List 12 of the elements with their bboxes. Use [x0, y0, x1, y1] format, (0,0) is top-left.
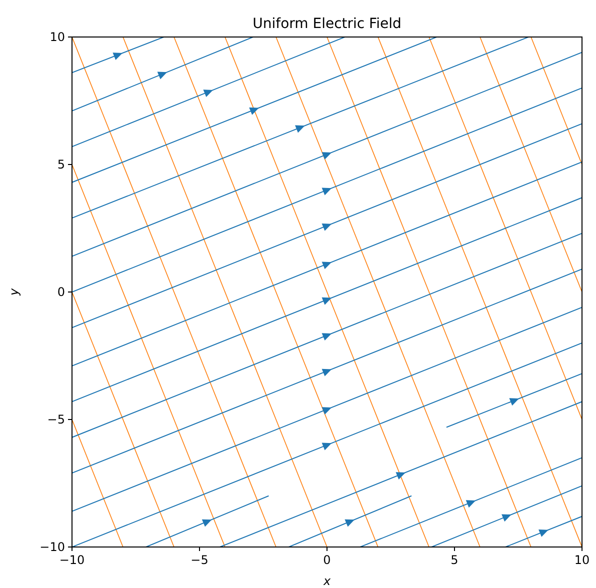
y-tick-label: 10: [50, 30, 65, 44]
y-tick-label: −5: [47, 412, 65, 426]
y-tick-label: 5: [57, 158, 65, 172]
y-axis-title: y: [7, 288, 21, 297]
x-axis-title: x: [322, 574, 332, 588]
x-tick-label: 10: [574, 553, 590, 567]
y-tick-label: −10: [40, 540, 65, 554]
chart-title: Uniform Electric Field: [252, 16, 402, 32]
y-tick-label: 0: [57, 285, 65, 299]
x-tick-label: −5: [190, 553, 208, 567]
x-tick-label: 5: [450, 553, 458, 567]
x-tick-label: 0: [323, 553, 331, 567]
